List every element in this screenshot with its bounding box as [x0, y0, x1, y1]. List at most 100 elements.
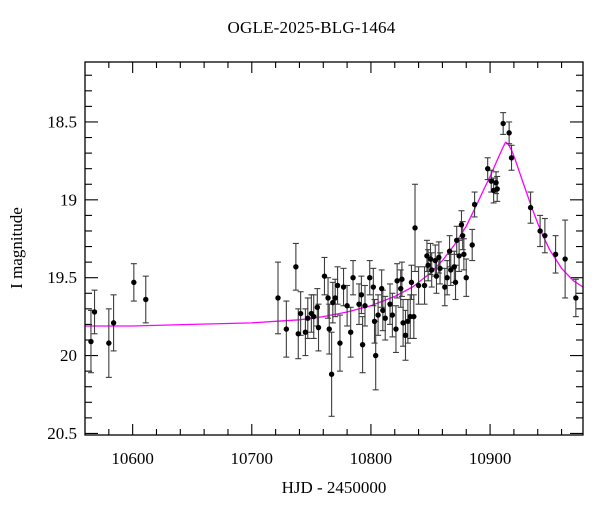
y-tick-label: 20 [60, 346, 77, 365]
data-point [458, 222, 465, 228]
data-point [415, 282, 422, 289]
data-point [340, 284, 347, 290]
data-point [328, 371, 335, 377]
data-point [411, 313, 417, 320]
x-axis-ticks [108, 62, 563, 435]
data-point [370, 284, 377, 290]
data-point [400, 320, 406, 326]
data-point [506, 130, 512, 136]
data-point [387, 301, 393, 307]
data-point [372, 352, 379, 359]
data-point [484, 165, 491, 172]
data-point [508, 155, 515, 161]
data-point [394, 278, 400, 284]
y-axis-label: I magnitude [7, 207, 26, 289]
data-point [337, 340, 343, 346]
data-point [315, 324, 322, 331]
data-point [408, 279, 415, 286]
data-point [461, 251, 467, 258]
data-point [283, 326, 290, 332]
data-point [367, 275, 373, 281]
data-point [454, 237, 460, 244]
data-point [305, 315, 311, 321]
data-point [427, 256, 434, 262]
data-point [428, 267, 435, 273]
y-tick-label: 19 [60, 190, 77, 209]
x-tick-label: 10600 [111, 449, 154, 468]
data-point [494, 186, 500, 192]
data-point [405, 318, 411, 325]
data-point [436, 254, 442, 261]
data-point [444, 275, 450, 281]
data-point [334, 282, 341, 289]
data-point [389, 312, 396, 318]
data-point [493, 179, 499, 186]
x-tick-label: 10800 [350, 449, 393, 468]
data-point [356, 301, 362, 307]
data-points [88, 120, 579, 377]
data-point [302, 329, 309, 335]
data-point [295, 331, 301, 337]
x-tick-label: 10900 [469, 449, 512, 468]
chart-title: OGLE-2025-BLG-1464 [227, 18, 396, 37]
data-point [425, 262, 431, 268]
data-point [275, 295, 281, 301]
data-point [573, 295, 579, 301]
data-point [471, 201, 478, 208]
data-point [311, 313, 317, 320]
x-axis-label: HJD - 2450000 [281, 478, 387, 497]
data-point [446, 248, 453, 254]
data-point [321, 273, 328, 279]
data-point [433, 273, 440, 279]
data-point [380, 307, 386, 314]
data-point [344, 303, 350, 309]
data-point [326, 326, 332, 332]
data-point [469, 242, 475, 248]
data-point [332, 295, 338, 301]
y-tick-label: 19.5 [47, 268, 77, 287]
data-point [110, 320, 117, 326]
data-point [421, 282, 428, 289]
y-tick-label: 18.5 [47, 112, 77, 131]
data-point [552, 251, 559, 258]
data-point [297, 310, 304, 317]
data-point [527, 204, 534, 211]
data-point [88, 338, 94, 345]
y-tick-label: 20.5 [47, 424, 77, 443]
data-point [293, 264, 299, 270]
data-point [459, 232, 466, 239]
data-point [106, 340, 112, 346]
y-axis-ticks [85, 74, 583, 434]
data-point [330, 299, 336, 306]
data-point [325, 295, 331, 301]
data-point [424, 253, 430, 259]
data-point [399, 276, 405, 282]
x-tick-label: 10700 [231, 449, 274, 468]
data-point [143, 296, 149, 303]
data-point [371, 318, 378, 325]
data-point [393, 326, 399, 332]
error-bars [87, 112, 579, 417]
data-point [91, 309, 98, 315]
data-point [451, 264, 458, 270]
data-point [314, 304, 321, 310]
data-point [382, 315, 388, 321]
data-point [500, 120, 506, 127]
data-point [131, 279, 137, 286]
data-point [488, 178, 494, 184]
data-point [398, 285, 404, 292]
data-point [448, 267, 454, 273]
data-point [350, 275, 356, 281]
data-point [442, 284, 448, 290]
data-point [562, 256, 568, 262]
data-point [358, 292, 365, 298]
data-point [402, 332, 409, 339]
data-point [452, 279, 459, 286]
x-tick-labels: 10600 10700 10800 10900 [111, 449, 511, 468]
y-tick-labels: 18.5 19 19.5 20 20.5 [47, 112, 77, 442]
data-point [359, 341, 366, 348]
data-point [437, 265, 443, 272]
data-point [537, 228, 543, 234]
